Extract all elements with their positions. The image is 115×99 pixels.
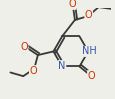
Text: N: N <box>58 61 65 71</box>
Text: NH: NH <box>81 46 96 56</box>
Text: O: O <box>20 42 28 52</box>
Text: O: O <box>84 10 92 20</box>
Text: O: O <box>87 71 94 81</box>
Text: O: O <box>68 0 75 9</box>
Text: O: O <box>29 66 37 76</box>
